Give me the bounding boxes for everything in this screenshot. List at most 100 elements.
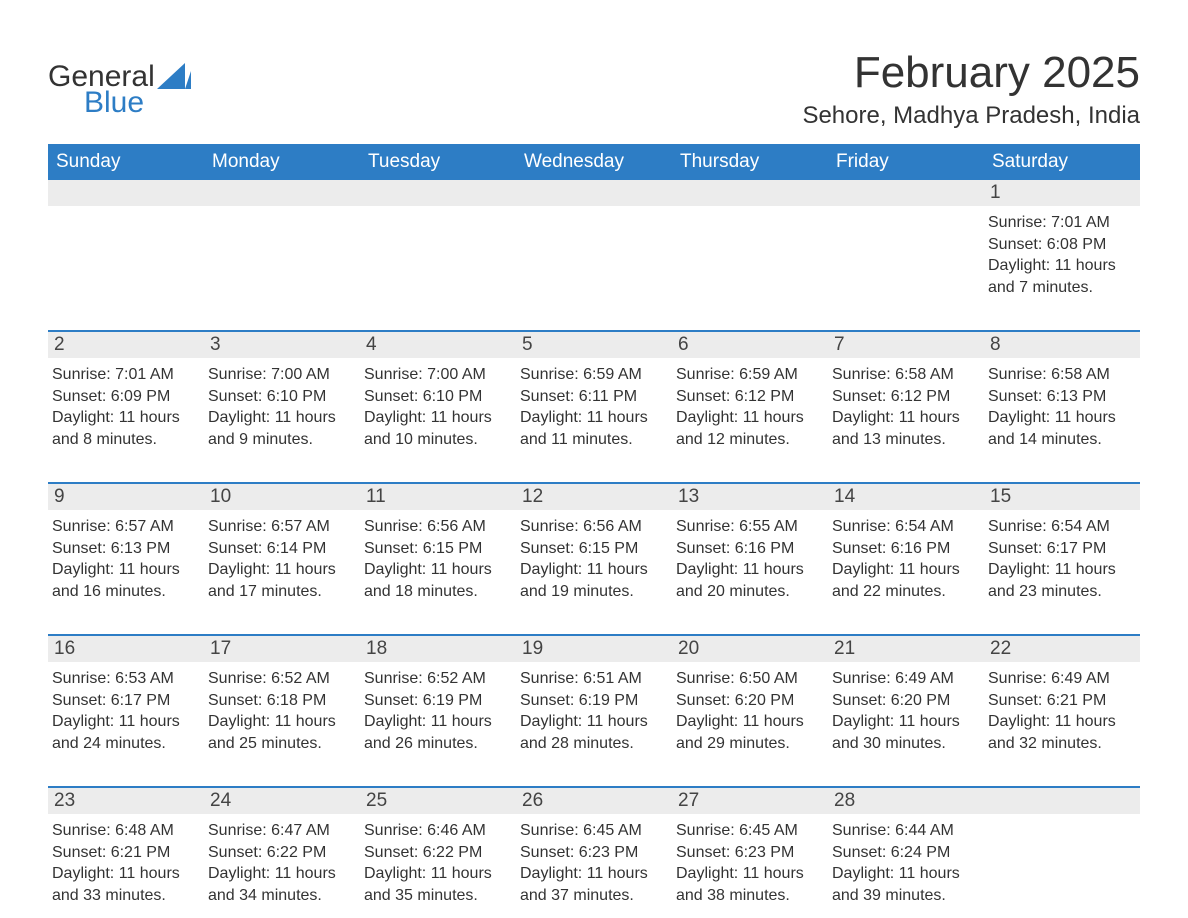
day-cell: Sunrise: 7:00 AMSunset: 6:10 PMDaylight:…: [360, 358, 516, 454]
day-number: 14: [828, 484, 984, 510]
week-row: 1Sunrise: 7:01 AMSunset: 6:08 PMDaylight…: [48, 180, 1140, 302]
day-number: 27: [672, 788, 828, 814]
sunset-line: Sunset: 6:17 PM: [988, 538, 1134, 560]
day-cell: Sunrise: 6:56 AMSunset: 6:15 PMDaylight:…: [516, 510, 672, 606]
daylight-line: Daylight: 11 hours and 8 minutes.: [52, 407, 198, 450]
weekday-header-row: Sunday Monday Tuesday Wednesday Thursday…: [48, 144, 1140, 180]
sunset-line: Sunset: 6:08 PM: [988, 234, 1134, 256]
day-number: 22: [984, 636, 1140, 662]
day-number: 9: [48, 484, 204, 510]
day-number: 15: [984, 484, 1140, 510]
sunset-line: Sunset: 6:16 PM: [832, 538, 978, 560]
daylight-line: Daylight: 11 hours and 12 minutes.: [676, 407, 822, 450]
daylight-line: Daylight: 11 hours and 24 minutes.: [52, 711, 198, 754]
weekday-saturday: Saturday: [984, 144, 1140, 180]
day-number-bar: 1: [48, 180, 1140, 206]
day-cell: Sunrise: 6:52 AMSunset: 6:18 PMDaylight:…: [204, 662, 360, 758]
sunset-line: Sunset: 6:19 PM: [520, 690, 666, 712]
day-cell: Sunrise: 6:54 AMSunset: 6:16 PMDaylight:…: [828, 510, 984, 606]
daylight-line: Daylight: 11 hours and 11 minutes.: [520, 407, 666, 450]
day-cell: Sunrise: 6:55 AMSunset: 6:16 PMDaylight:…: [672, 510, 828, 606]
day-number: 24: [204, 788, 360, 814]
sunrise-line: Sunrise: 6:58 AM: [832, 364, 978, 386]
daylight-line: Daylight: 11 hours and 13 minutes.: [832, 407, 978, 450]
daylight-line: Daylight: 11 hours and 7 minutes.: [988, 255, 1134, 298]
day-number: 16: [48, 636, 204, 662]
sunset-line: Sunset: 6:18 PM: [208, 690, 354, 712]
day-number: 3: [204, 332, 360, 358]
day-number: [672, 180, 828, 206]
week-row: 16171819202122Sunrise: 6:53 AMSunset: 6:…: [48, 634, 1140, 758]
week-row: 232425262728Sunrise: 6:48 AMSunset: 6:21…: [48, 786, 1140, 910]
weeks-container: 1Sunrise: 7:01 AMSunset: 6:08 PMDaylight…: [48, 180, 1140, 910]
day-number: [48, 180, 204, 206]
day-number: 13: [672, 484, 828, 510]
sunrise-line: Sunrise: 6:47 AM: [208, 820, 354, 842]
daylight-line: Daylight: 11 hours and 37 minutes.: [520, 863, 666, 906]
day-number: 21: [828, 636, 984, 662]
sunrise-line: Sunrise: 6:52 AM: [208, 668, 354, 690]
day-number: 8: [984, 332, 1140, 358]
daylight-line: Daylight: 11 hours and 23 minutes.: [988, 559, 1134, 602]
day-cell: Sunrise: 6:57 AMSunset: 6:14 PMDaylight:…: [204, 510, 360, 606]
weekday-sunday: Sunday: [48, 144, 204, 180]
day-cell: Sunrise: 6:51 AMSunset: 6:19 PMDaylight:…: [516, 662, 672, 758]
sunrise-line: Sunrise: 6:57 AM: [208, 516, 354, 538]
sunrise-line: Sunrise: 6:50 AM: [676, 668, 822, 690]
daylight-line: Daylight: 11 hours and 33 minutes.: [52, 863, 198, 906]
day-number: [984, 788, 1140, 814]
sunrise-line: Sunrise: 7:00 AM: [364, 364, 510, 386]
day-number-bar: 9101112131415: [48, 484, 1140, 510]
day-number: [360, 180, 516, 206]
sunrise-line: Sunrise: 6:51 AM: [520, 668, 666, 690]
daylight-line: Daylight: 11 hours and 38 minutes.: [676, 863, 822, 906]
sunset-line: Sunset: 6:11 PM: [520, 386, 666, 408]
week-row: 9101112131415Sunrise: 6:57 AMSunset: 6:1…: [48, 482, 1140, 606]
daylight-line: Daylight: 11 hours and 9 minutes.: [208, 407, 354, 450]
daylight-line: Daylight: 11 hours and 25 minutes.: [208, 711, 354, 754]
day-number: 5: [516, 332, 672, 358]
sunset-line: Sunset: 6:19 PM: [364, 690, 510, 712]
day-number: 2: [48, 332, 204, 358]
sunrise-line: Sunrise: 6:46 AM: [364, 820, 510, 842]
daylight-line: Daylight: 11 hours and 30 minutes.: [832, 711, 978, 754]
sunset-line: Sunset: 6:20 PM: [676, 690, 822, 712]
sunrise-line: Sunrise: 6:45 AM: [676, 820, 822, 842]
sunset-line: Sunset: 6:17 PM: [52, 690, 198, 712]
day-cell: Sunrise: 6:59 AMSunset: 6:11 PMDaylight:…: [516, 358, 672, 454]
day-cell: [360, 206, 516, 302]
day-cell: Sunrise: 6:48 AMSunset: 6:21 PMDaylight:…: [48, 814, 204, 910]
day-number: [516, 180, 672, 206]
page-header: General Blue February 2025 Sehore, Madhy…: [48, 48, 1140, 130]
sunrise-line: Sunrise: 6:59 AM: [520, 364, 666, 386]
day-cell: [516, 206, 672, 302]
day-cell: Sunrise: 7:01 AMSunset: 6:08 PMDaylight:…: [984, 206, 1140, 302]
sunset-line: Sunset: 6:22 PM: [208, 842, 354, 864]
day-number: 17: [204, 636, 360, 662]
weekday-friday: Friday: [828, 144, 984, 180]
sunset-line: Sunset: 6:23 PM: [676, 842, 822, 864]
day-cell: Sunrise: 6:44 AMSunset: 6:24 PMDaylight:…: [828, 814, 984, 910]
day-cell: Sunrise: 6:50 AMSunset: 6:20 PMDaylight:…: [672, 662, 828, 758]
day-cell: Sunrise: 6:54 AMSunset: 6:17 PMDaylight:…: [984, 510, 1140, 606]
daylight-line: Daylight: 11 hours and 17 minutes.: [208, 559, 354, 602]
daylight-line: Daylight: 11 hours and 29 minutes.: [676, 711, 822, 754]
sunset-line: Sunset: 6:21 PM: [988, 690, 1134, 712]
sunset-line: Sunset: 6:09 PM: [52, 386, 198, 408]
sunrise-line: Sunrise: 6:54 AM: [988, 516, 1134, 538]
day-cell: [672, 206, 828, 302]
sunrise-line: Sunrise: 7:01 AM: [52, 364, 198, 386]
sunrise-line: Sunrise: 7:00 AM: [208, 364, 354, 386]
weekday-wednesday: Wednesday: [516, 144, 672, 180]
day-cell: Sunrise: 7:00 AMSunset: 6:10 PMDaylight:…: [204, 358, 360, 454]
sunrise-line: Sunrise: 7:01 AM: [988, 212, 1134, 234]
daylight-line: Daylight: 11 hours and 18 minutes.: [364, 559, 510, 602]
month-title: February 2025: [802, 48, 1140, 98]
sunset-line: Sunset: 6:13 PM: [52, 538, 198, 560]
day-number: 4: [360, 332, 516, 358]
day-number: 28: [828, 788, 984, 814]
sunrise-line: Sunrise: 6:49 AM: [988, 668, 1134, 690]
day-cell: Sunrise: 6:58 AMSunset: 6:13 PMDaylight:…: [984, 358, 1140, 454]
sunrise-line: Sunrise: 6:56 AM: [520, 516, 666, 538]
day-number: 23: [48, 788, 204, 814]
